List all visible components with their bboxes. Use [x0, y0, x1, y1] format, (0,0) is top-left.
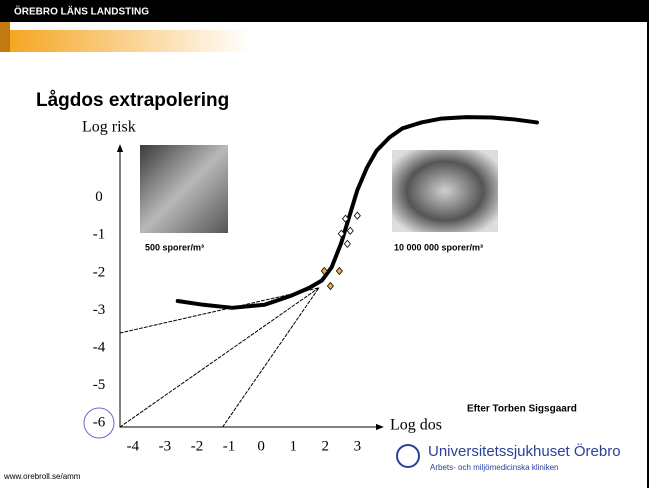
data-point	[326, 281, 334, 291]
logo: Universitetssjukhuset Örebro Arbets- och…	[396, 442, 621, 472]
y-tick-label: -5	[93, 377, 106, 393]
chart-title: Lågdos extrapolering	[36, 90, 229, 111]
data-point	[335, 266, 343, 276]
footer-url: www.orebroll.se/amm	[3, 472, 81, 481]
annotation: 500 sporer/m³	[145, 242, 204, 252]
data-point	[337, 229, 345, 238]
data-point	[353, 211, 361, 220]
data-point	[320, 266, 328, 276]
data-point	[346, 226, 354, 235]
annotation: Efter Torben Sigsgaard	[467, 404, 577, 415]
logo-icon	[396, 444, 420, 468]
logo-name: Universitetssjukhuset Örebro	[428, 442, 621, 460]
x-tick-label: 3	[354, 438, 362, 454]
xray-image	[392, 150, 498, 232]
header-title: ÖREBRO LÄNS LANDSTING	[14, 5, 149, 18]
extrapolation-line	[119, 287, 320, 334]
y-axis-label: Log risk	[82, 119, 136, 136]
y-tick-label: -6	[93, 415, 106, 431]
y-tick-label: -1	[93, 227, 106, 243]
logo-subtitle: Arbets- och miljömedicinska kliniken	[430, 463, 559, 472]
data-point	[341, 214, 350, 223]
x-tick-label: -3	[159, 438, 172, 454]
annotation: 10 000 000 sporer/m³	[394, 242, 483, 252]
extrapolation-line	[119, 287, 320, 428]
y-tick-label: 0	[95, 189, 103, 205]
y-tick-label: -4	[93, 339, 106, 355]
header-bar	[0, 0, 648, 22]
header-accent	[0, 22, 10, 52]
spore-image	[140, 145, 228, 233]
y-tick-label: -3	[93, 302, 106, 318]
data-point	[343, 239, 351, 249]
risk-curve	[175, 115, 539, 310]
extrapolation-line	[222, 287, 320, 428]
x-tick-label: -4	[127, 438, 140, 454]
x-tick-label: 0	[257, 438, 265, 454]
x-tick-label: -1	[223, 438, 236, 454]
header-gradient	[10, 30, 250, 52]
x-tick-label: -2	[191, 438, 204, 454]
x-tick-label: 2	[322, 438, 330, 454]
y-tick-label: -2	[93, 264, 106, 280]
highlight-circle	[83, 407, 115, 439]
x-tick-label: 1	[289, 438, 297, 454]
x-axis-label: Log dos	[390, 417, 442, 434]
